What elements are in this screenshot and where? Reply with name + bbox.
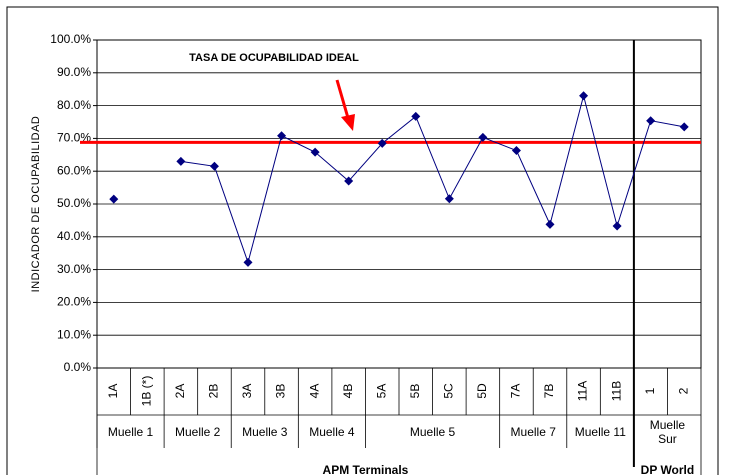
y-tick-label: 80.0%: [57, 98, 91, 112]
x-tick-label: 11B: [609, 381, 623, 401]
data-point: [209, 161, 219, 171]
data-point: [679, 122, 689, 132]
y-tick-label: 20.0%: [57, 295, 91, 309]
group-label: Muelle 3: [242, 424, 288, 439]
data-point: [377, 138, 387, 148]
y-axis-label: INDICADOR DE OCUPABILIDAD: [30, 116, 42, 293]
x-tick-label: 7B: [542, 384, 556, 399]
x-tick-label: 7A: [509, 384, 523, 399]
y-tick-label: 10.0%: [57, 327, 91, 341]
x-tick-label: 2B: [207, 384, 221, 399]
data-point: [176, 156, 186, 166]
x-tick-label: 1: [643, 387, 657, 394]
operator-label: DP World: [641, 463, 695, 475]
y-tick-label: 60.0%: [57, 163, 91, 177]
y-tick-label: 100.0%: [50, 32, 91, 46]
data-point: [612, 221, 622, 231]
y-tick-label: 50.0%: [57, 196, 91, 210]
data-point: [411, 111, 421, 121]
data-point: [478, 132, 488, 142]
data-point: [444, 194, 454, 204]
group-label: Muelle 7: [510, 424, 556, 439]
y-tick-label: 40.0%: [57, 229, 91, 243]
data-point: [277, 131, 287, 141]
data-point: [310, 147, 320, 157]
x-tick-label: 2A: [173, 384, 187, 399]
x-tick-label: 4A: [307, 384, 321, 399]
operator-label: APM Terminals: [323, 463, 409, 475]
x-tick-label: 1A: [106, 384, 120, 399]
annotation: TASA DE OCUPABILIDAD IDEAL: [189, 52, 359, 64]
data-point: [243, 257, 253, 267]
data-point: [646, 116, 656, 126]
group-label: Muelle 11: [574, 424, 626, 439]
group-label: Muelle Sur: [649, 417, 686, 446]
x-tick-label: 11A: [576, 381, 590, 401]
group-label: Muelle 1: [107, 424, 154, 439]
x-tick-label: 5B: [408, 384, 422, 399]
chart-frame: [6, 6, 719, 475]
data-point: [109, 194, 119, 204]
data-point: [344, 176, 354, 186]
group-label: Muelle 5: [409, 424, 456, 439]
x-tick-label: 4B: [341, 384, 355, 399]
x-tick-label: 5D: [475, 383, 489, 399]
data-point: [511, 146, 521, 156]
x-tick-label: 2: [676, 387, 690, 394]
y-tick-label: 0.0%: [64, 360, 92, 374]
x-tick-label: 3B: [274, 384, 288, 399]
y-tick-label: 30.0%: [57, 262, 91, 276]
y-tick-label: 90.0%: [57, 65, 91, 79]
group-label: Muelle 4: [309, 424, 355, 439]
x-tick-label: 1B (*): [140, 376, 154, 407]
x-tick-label: 5A: [374, 384, 388, 399]
x-tick-label: 5C: [442, 383, 456, 399]
annotation-arrow: [335, 79, 350, 119]
group-label: Muelle 2: [174, 424, 221, 439]
data-point: [545, 219, 555, 229]
x-tick-label: 3A: [240, 384, 254, 399]
annotation-arrowhead: [341, 114, 355, 131]
series-line: [180, 93, 685, 265]
data-point: [579, 91, 589, 101]
